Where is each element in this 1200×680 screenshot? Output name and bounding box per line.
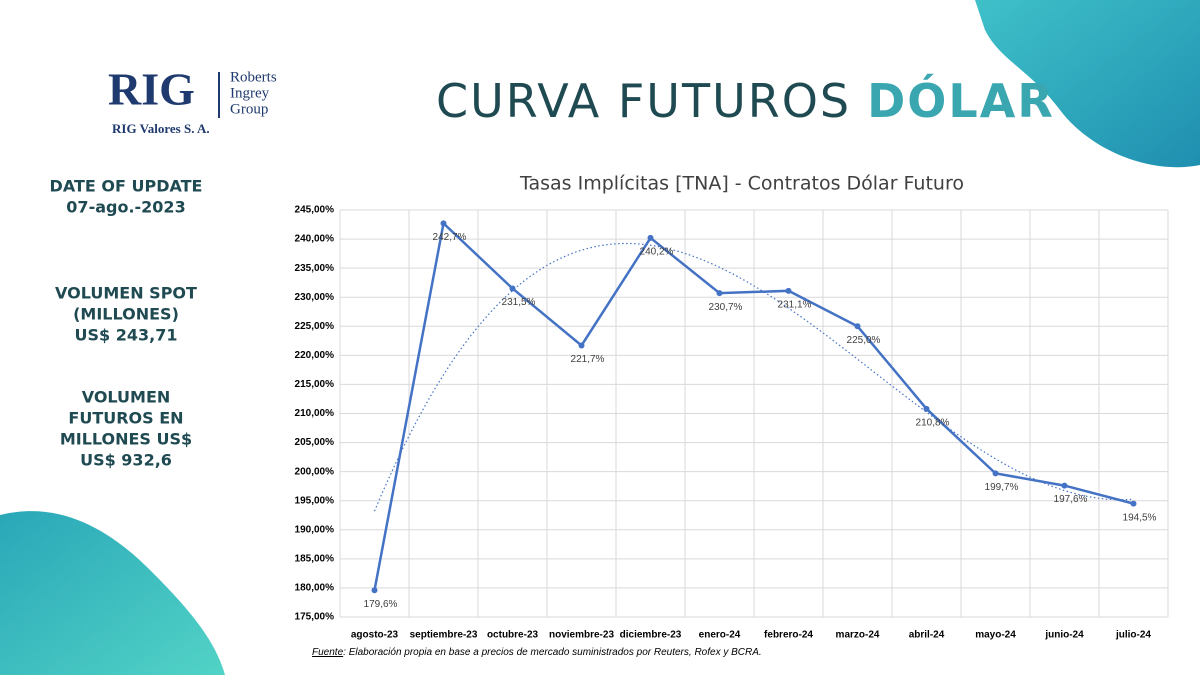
sidebar-text: (MILLONES) xyxy=(73,305,179,324)
data-label: 231,1% xyxy=(778,299,812,310)
y-tick-label: 185,00% xyxy=(295,553,335,564)
x-tick-label: diciembre-23 xyxy=(620,630,682,641)
source-label: Fuente xyxy=(312,647,344,658)
data-point xyxy=(785,287,792,294)
data-label: 230,7% xyxy=(709,302,743,313)
data-point xyxy=(716,290,723,297)
y-tick-label: 245,00% xyxy=(295,205,335,216)
corner-decoration xyxy=(0,511,225,675)
sidebar-text: VOLUMEN SPOT xyxy=(55,284,197,303)
chart-title: Tasas Implícitas [TNA] - Contratos Dólar… xyxy=(519,173,964,195)
y-tick-label: 220,00% xyxy=(295,350,335,361)
data-point xyxy=(371,587,378,594)
x-tick-label: marzo-24 xyxy=(836,630,880,641)
slide-title: CURVA FUTUROS DÓLAR xyxy=(436,74,1055,128)
x-tick-label: septiembre-23 xyxy=(410,630,478,641)
title-main: CURVA FUTUROS xyxy=(436,74,851,128)
data-point xyxy=(1061,482,1068,489)
x-tick-label: mayo-24 xyxy=(975,630,1016,641)
data-label: 210,8% xyxy=(916,417,950,428)
sidebar-text: 07-ago.-2023 xyxy=(66,198,185,217)
data-label: 240,2% xyxy=(640,247,674,258)
data-point xyxy=(854,323,861,330)
sidebar-text: DATE OF UPDATE xyxy=(50,177,203,196)
y-tick-label: 230,00% xyxy=(295,292,335,303)
source-note: Fuente: Elaboración propia en base a pre… xyxy=(312,647,762,658)
y-tick-label: 240,00% xyxy=(295,234,335,245)
sidebar-text: MILLONES US$ xyxy=(60,430,192,449)
sidebar: DATE OF UPDATE 07-ago.-2023 VOLUMEN SPOT (M… xyxy=(50,177,203,470)
sidebar-text: FUTUROS EN xyxy=(68,409,183,428)
data-label: 242,7% xyxy=(433,232,467,243)
source-text: : Elaboración propia en base a precios d… xyxy=(343,647,762,658)
y-tick-label: 180,00% xyxy=(295,583,335,594)
logo-name: Roberts xyxy=(230,69,277,85)
data-point xyxy=(509,285,516,292)
logo-name: Ingrey xyxy=(230,85,270,101)
x-tick-label: octubre-23 xyxy=(487,630,539,641)
y-tick-label: 215,00% xyxy=(295,379,335,390)
x-tick-label: abril-24 xyxy=(909,630,945,641)
trendline xyxy=(373,242,1134,512)
y-tick-label: 210,00% xyxy=(295,408,335,419)
x-tick-label: febrero-24 xyxy=(764,630,813,641)
data-label: 199,7% xyxy=(985,482,1019,493)
x-tick-label: junio-24 xyxy=(1044,630,1084,641)
data-point xyxy=(578,342,585,349)
data-point xyxy=(647,234,654,241)
data-label: 221,7% xyxy=(571,354,605,365)
sidebar-text: VOLUMEN xyxy=(82,388,171,407)
x-tick-label: agosto-23 xyxy=(351,630,399,641)
y-tick-label: 195,00% xyxy=(295,495,335,506)
y-tick-label: 175,00% xyxy=(295,612,335,623)
y-tick-label: 225,00% xyxy=(295,321,335,332)
y-tick-label: 190,00% xyxy=(295,524,335,535)
y-tick-label: 235,00% xyxy=(295,263,335,274)
data-label: 179,6% xyxy=(364,599,398,610)
series-line xyxy=(373,220,1134,591)
data-point xyxy=(992,470,999,477)
title-accent: DÓLAR xyxy=(867,74,1055,128)
data-label: 197,6% xyxy=(1054,494,1088,505)
data-point xyxy=(440,220,447,227)
data-point xyxy=(1130,500,1137,507)
logo-mark: RIG xyxy=(108,64,195,115)
sidebar-text: US$ 243,71 xyxy=(75,326,178,345)
x-tick-label: enero-24 xyxy=(699,630,741,641)
x-tick-label: noviembre-23 xyxy=(549,630,614,641)
logo-subtitle: RIG Valores S. A. xyxy=(112,121,210,136)
data-label: 194,5% xyxy=(1123,512,1157,523)
y-tick-label: 205,00% xyxy=(295,437,335,448)
corner-decoration xyxy=(975,0,1200,168)
data-point xyxy=(923,405,930,412)
y-tick-label: 200,00% xyxy=(295,466,335,477)
data-label: 231,5% xyxy=(502,297,536,308)
data-label: 225,0% xyxy=(847,335,881,346)
sidebar-text: US$ 932,6 xyxy=(80,451,172,470)
x-tick-label: julio-24 xyxy=(1115,630,1151,641)
logo-name: Group xyxy=(230,101,268,117)
